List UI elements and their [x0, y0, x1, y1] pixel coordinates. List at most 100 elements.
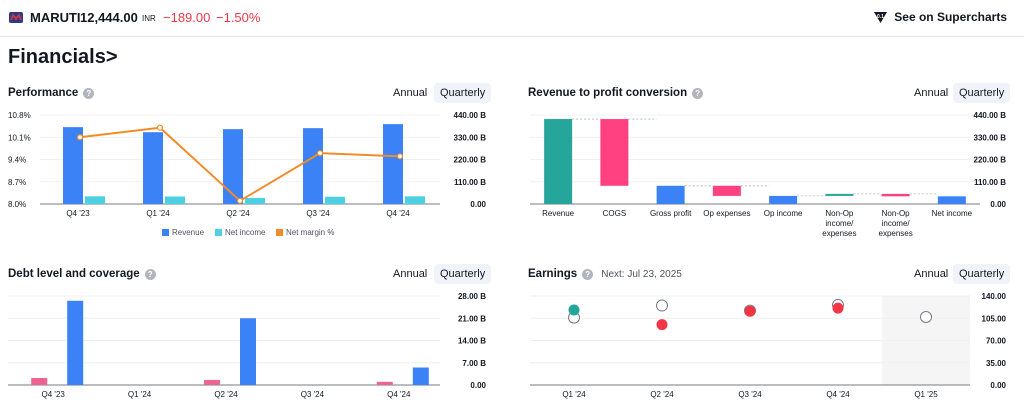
revenue-bar — [223, 129, 243, 204]
legend-swatch — [162, 229, 169, 236]
rp-xtick: expenses — [879, 229, 913, 238]
quarterly-toggle[interactable]: Quarterly — [434, 83, 492, 103]
svg-text:0.1: 0.1 — [877, 14, 884, 20]
question-icon[interactable]: ? — [83, 87, 95, 99]
perf-ytick-right: 0.00 — [470, 200, 486, 209]
reported-point — [832, 302, 844, 314]
waterfall-bar — [600, 119, 629, 186]
maruti-logo-icon — [9, 12, 23, 23]
annual-toggle[interactable]: Annual — [393, 268, 428, 280]
perf-xtick: Q1 '24 — [146, 209, 170, 218]
question-icon[interactable]: ? — [692, 87, 704, 99]
perf-ytick-left: 8.0% — [8, 200, 26, 209]
net-income-bar — [165, 196, 185, 204]
earn-ytick: 35.00 — [986, 359, 1007, 368]
next-earnings-date: Next: Jul 23, 2025 — [601, 268, 682, 280]
perf-ytick-left: 9.4% — [8, 156, 26, 165]
revenue-bar — [143, 132, 163, 204]
revenue-bar — [63, 127, 83, 204]
net-income-bar — [85, 196, 105, 204]
earnings-title-text: Earnings — [528, 268, 578, 280]
debt-xtick: Q1 '24 — [128, 390, 152, 399]
perf-ytick-right: 440.00 B — [454, 111, 487, 120]
rp-ytick: 0.00 — [990, 200, 1006, 209]
net-income-bar — [325, 196, 345, 204]
rp-xtick: Non-Op — [825, 209, 854, 218]
earn-ytick: 70.00 — [986, 337, 1007, 346]
debt-ytick: 14.00 B — [458, 337, 486, 346]
earn-xtick: Q3 '24 — [738, 390, 762, 399]
rp-ytick: 440.00 B — [974, 111, 1007, 120]
debt-xtick: Q3 '24 — [301, 390, 325, 399]
legend-swatch — [215, 229, 222, 236]
earn-ytick: 0.00 — [990, 381, 1006, 390]
earn-xtick: Q2 '24 — [650, 390, 674, 399]
waterfall-bar — [937, 196, 966, 204]
legend-label: Net margin % — [286, 228, 334, 237]
perf-xtick: Q3 '24 — [306, 209, 330, 218]
perf-ytick-right: 220.00 B — [454, 156, 487, 165]
top-bar: MARUTI 12,444.00 INR −189.00 −1.50% 0.1 … — [0, 0, 1024, 37]
annual-toggle[interactable]: Annual — [393, 87, 428, 99]
net-margin-point — [156, 124, 164, 131]
rp-xtick: Revenue — [542, 209, 575, 218]
net-margin-point — [76, 134, 84, 141]
perf-xtick: Q4 '24 — [386, 209, 410, 218]
question-icon[interactable]: ? — [582, 268, 594, 280]
financials-heading[interactable]: Financials> — [8, 46, 118, 69]
rp-xtick: income/ — [825, 219, 854, 228]
rp-xtick: Op expenses — [703, 209, 750, 218]
waterfall-bar — [712, 185, 741, 196]
performance-title: Performance? — [8, 87, 95, 99]
rp-xtick: Op income — [764, 209, 803, 218]
debt-title-text: Debt level and coverage — [8, 268, 140, 280]
quarterly-toggle[interactable]: Quarterly — [953, 83, 1011, 103]
rp-xtick: Net income — [932, 209, 973, 218]
supercharts-label: See on Supercharts — [894, 9, 1007, 24]
quarterly-toggle[interactable]: Quarterly — [953, 264, 1011, 284]
annual-toggle[interactable]: Annual — [914, 87, 949, 99]
debt-ytick: 0.00 — [470, 381, 486, 390]
cashflow-bar — [67, 300, 84, 385]
rp-xtick: Non-Op — [882, 209, 911, 218]
rp-xtick: expenses — [822, 229, 856, 238]
perf-ytick-left: 10.8% — [8, 111, 31, 120]
currency: INR — [142, 14, 156, 23]
debt-xtick: Q4 '23 — [42, 390, 66, 399]
rp-xtick: COGS — [603, 209, 627, 218]
earnings-title: Earnings? Next: Jul 23, 2025 — [528, 268, 682, 280]
debt-ytick: 28.00 B — [458, 292, 486, 301]
waterfall-bar — [825, 193, 854, 196]
waterfall-bar — [881, 193, 910, 197]
estimate-point — [920, 310, 932, 323]
cashflow-bar — [240, 318, 256, 385]
earn-ytick: 105.00 — [982, 314, 1007, 323]
perf-xtick: Q4 '23 — [66, 209, 90, 218]
rp-ytick: 110.00 B — [974, 178, 1006, 187]
debt-ytick: 7.00 B — [462, 359, 486, 368]
symbol[interactable]: MARUTI — [30, 10, 81, 25]
perf-xtick: Q2 '24 — [226, 209, 250, 218]
supercharts-button[interactable]: 0.1 See on Supercharts — [873, 9, 1007, 24]
chevron-right-icon: > — [105, 46, 118, 68]
reported-point — [568, 304, 580, 316]
perf-ytick-right: 330.00 B — [454, 133, 487, 142]
perf-ytick-left: 8.7% — [8, 178, 26, 187]
quarterly-toggle[interactable]: Quarterly — [434, 264, 492, 284]
rp-xtick: Gross profit — [650, 209, 692, 218]
annual-toggle[interactable]: Annual — [914, 268, 949, 280]
revenue-profit-title: Revenue to profit conversion? — [528, 87, 704, 99]
net-margin-point — [396, 153, 404, 160]
price-change: −189.00 — [163, 10, 211, 25]
revenue-bar — [383, 124, 403, 204]
earn-xtick: Q1 '24 — [562, 390, 586, 399]
debt-xtick: Q4 '24 — [387, 390, 411, 399]
waterfall-bar — [656, 185, 685, 204]
perf-ytick-right: 110.00 B — [454, 178, 486, 187]
supercharts-icon: 0.1 — [874, 12, 888, 23]
earn-xtick: Q4 '24 — [826, 390, 850, 399]
performance-title-text: Performance — [8, 87, 79, 99]
debt-bar — [376, 381, 393, 385]
question-icon[interactable]: ? — [144, 268, 156, 280]
legend-label: Net income — [225, 228, 266, 237]
